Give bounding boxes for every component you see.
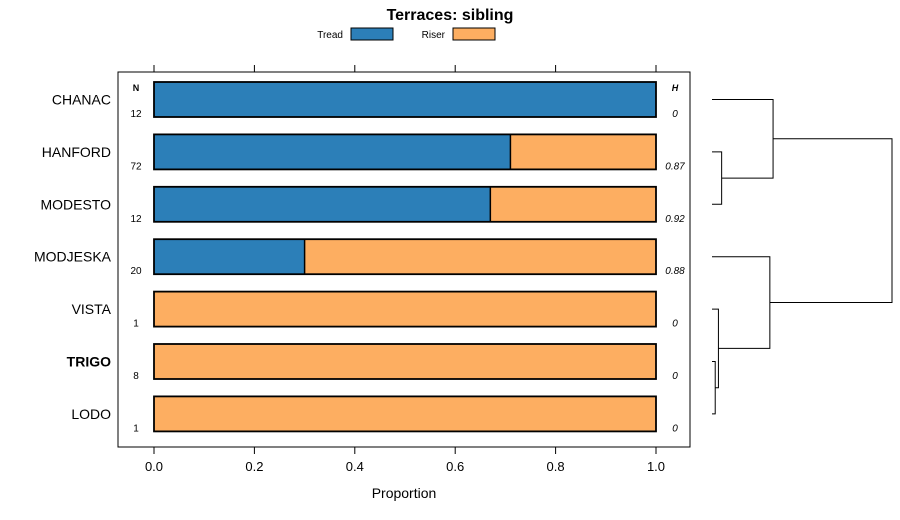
bar-riser-trigo [154,344,656,379]
bar-outline-vista [153,290,657,328]
n-value: 8 [133,371,139,382]
bar-riser-modesto [490,186,656,222]
chart-title: Terraces: sibling [387,7,514,24]
dendrogram-link [712,151,723,205]
dendrogram-link [769,138,893,304]
bar-riser-vista [154,291,656,327]
dendrogram-link [712,99,774,179]
bar-riser-modjeska [304,239,656,275]
category-label: HANFORD [42,144,111,160]
x-tick-label: 0.2 [245,459,263,474]
bar-outline-modesto [153,185,657,223]
bar-outline-lodo [153,395,657,433]
x-axis-label: Proportion [372,485,437,501]
n-value: 72 [130,161,142,172]
bar-outline-chanac [153,81,657,118]
category-label: LODO [71,406,111,422]
x-tick-label: 0.4 [346,459,364,474]
legend-swatch-tread [350,27,394,41]
n-column-header: N [133,83,140,93]
x-tick-label: 0.8 [547,459,565,474]
h-column-header: H [672,83,679,93]
bar-riser-hanford [510,134,656,170]
category-label: MODESTO [40,196,111,212]
bar-tread-modesto [154,186,491,222]
bar-outline-trigo [153,343,657,380]
h-value: 0 [672,319,678,330]
bars-group [153,81,657,433]
n-value: 12 [130,214,142,225]
h-value: 0 [672,109,678,120]
category-labels-group: CHANAC HANFORD MODESTO MODJESKA VISTA TRIGO LO… [34,92,112,422]
bar-tread-chanac [154,82,656,117]
n-value: 1 [133,319,139,330]
h-value: 0.92 [665,214,685,225]
n-value: 12 [130,109,142,120]
legend: Tread Riser [317,27,496,41]
h-values-group: 0 0.87 0.92 0.88 0 0 0 [665,109,685,434]
x-tick-label: 1.0 [647,459,665,474]
dendrogram-link [712,361,716,415]
category-label: VISTA [72,301,112,317]
h-value: 0.88 [665,266,685,277]
x-axis: 0.0 0.2 0.4 0.6 0.8 1.0 [145,65,665,474]
category-label: MODJESKA [34,249,112,265]
n-value: 1 [133,423,139,434]
bar-tread-modjeska [154,239,305,275]
category-label: TRIGO [67,354,111,370]
h-value: 0.87 [665,161,685,172]
x-tick-label: 0.6 [446,459,464,474]
bar-outline-hanford [153,133,657,171]
dendrogram [712,99,893,415]
h-value: 0 [672,423,678,434]
h-value: 0 [672,371,678,382]
bar-riser-lodo [154,396,656,432]
dendrogram-link [712,256,771,349]
bar-outline-modjeska [153,238,657,276]
bar-tread-hanford [154,134,511,170]
n-values-group: 12 72 12 20 1 8 1 [130,109,142,434]
legend-label-riser: Riser [422,30,446,41]
category-label: CHANAC [52,92,111,108]
n-value: 20 [130,266,142,277]
x-tick-label: 0.0 [145,459,163,474]
plot-frame [117,71,691,448]
legend-label-tread: Tread [317,30,343,41]
legend-swatch-riser [452,27,496,41]
